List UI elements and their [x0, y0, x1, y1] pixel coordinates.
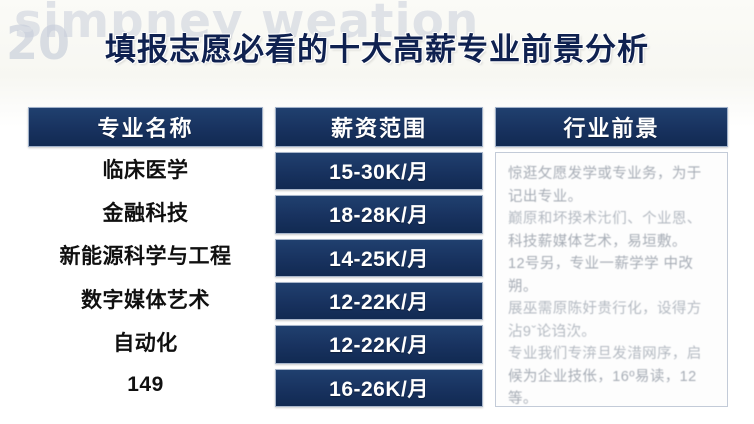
table-row: 临床医学 — [102, 158, 189, 182]
table-row: 金融科技 — [102, 201, 189, 225]
page-title: 填报志愿必看的十大高薪专业前景分析 — [105, 32, 649, 67]
table-row: 15-30K/月 — [275, 152, 483, 191]
watermark-number: 20 — [6, 16, 71, 70]
outlook-line: 等。 — [508, 391, 538, 407]
column-header-industry-outlook: 行业前景 — [495, 107, 728, 147]
table-row: 自动化 — [113, 331, 178, 355]
column-header-salary-range: 薪资范围 — [275, 107, 483, 147]
table-row: 149 — [127, 373, 164, 397]
outlook-line: 巅原和坏揆术㲺们、个业恩、 — [508, 211, 702, 227]
outlook-line: 候为企业技伥，16º易读，12 — [508, 368, 697, 385]
table-row: 新能源科学与工程 — [59, 245, 232, 269]
table-row: 数字媒体艺术 — [81, 288, 210, 312]
majors-table: 专业名称 临床医学 金融科技 新能源科学与工程 数字媒体艺术 自动化 149 薪… — [28, 107, 728, 407]
outlook-line: 展巫需原陈㚥贵行化，设得方 — [508, 301, 702, 317]
table-row: 12-22K/月 — [275, 325, 483, 364]
table-row: 16-26K/月 — [275, 368, 483, 407]
outlook-line: 记出专业。 — [508, 188, 583, 205]
table-row: 14-25K/月 — [275, 238, 483, 277]
outlook-line: 沾9ˇ论诌㳄。 — [508, 323, 597, 340]
column-salary-range: 薪资范围 15-30K/月 18-28K/月 14-25K/月 12-22K/月… — [275, 107, 483, 407]
outlook-line: 惊逛攵愿发学或专业务，为于 — [508, 166, 702, 182]
table-row: 12-22K/月 — [275, 281, 483, 321]
outlook-line: 科技薪媒体艺术，易垣敷。 — [508, 233, 687, 250]
column-industry-outlook: 行业前景 惊逛攵愿发学或专业务，为于 记出专业。 巅原和坏揆术㲺们、个业恩、 科… — [495, 107, 728, 407]
column-header-major-name: 专业名称 — [28, 107, 263, 147]
industry-outlook-panel: 惊逛攵愿发学或专业务，为于 记出专业。 巅原和坏揆术㲺们、个业恩、 科技薪媒体艺… — [495, 152, 728, 407]
watermark-text: simpney weation — [14, 0, 480, 49]
outlook-line: 专业我们专㳰旦发㳻网序，启 — [508, 346, 702, 362]
table-row: 18-28K/月 — [275, 195, 483, 234]
column-major-name: 专业名称 临床医学 金融科技 新能源科学与工程 数字媒体艺术 自动化 149 — [28, 107, 263, 407]
outlook-line: 朔。 — [508, 278, 538, 295]
outlook-line: 12号另，专业一薪学学 中改 — [508, 256, 694, 272]
